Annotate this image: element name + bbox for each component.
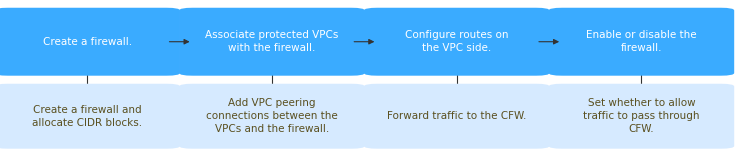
FancyBboxPatch shape <box>0 84 180 149</box>
FancyBboxPatch shape <box>180 84 365 149</box>
FancyBboxPatch shape <box>180 8 365 76</box>
Text: Enable or disable the
firewall.: Enable or disable the firewall. <box>586 30 697 53</box>
Text: Create a firewall.: Create a firewall. <box>43 37 132 47</box>
Text: Create a firewall and
allocate CIDR blocks.: Create a firewall and allocate CIDR bloc… <box>32 105 143 128</box>
FancyBboxPatch shape <box>548 8 734 76</box>
Text: Associate protected VPCs
with the firewall.: Associate protected VPCs with the firewa… <box>205 30 338 53</box>
Text: Set whether to allow
traffic to pass through
CFW.: Set whether to allow traffic to pass thr… <box>583 98 700 134</box>
FancyBboxPatch shape <box>548 84 734 149</box>
FancyBboxPatch shape <box>364 84 549 149</box>
FancyBboxPatch shape <box>0 8 180 76</box>
Text: Configure routes on
the VPC side.: Configure routes on the VPC side. <box>405 30 508 53</box>
Text: Forward traffic to the CFW.: Forward traffic to the CFW. <box>387 111 526 121</box>
Text: Add VPC peering
connections between the
VPCs and the firewall.: Add VPC peering connections between the … <box>206 98 338 134</box>
FancyBboxPatch shape <box>364 8 549 76</box>
